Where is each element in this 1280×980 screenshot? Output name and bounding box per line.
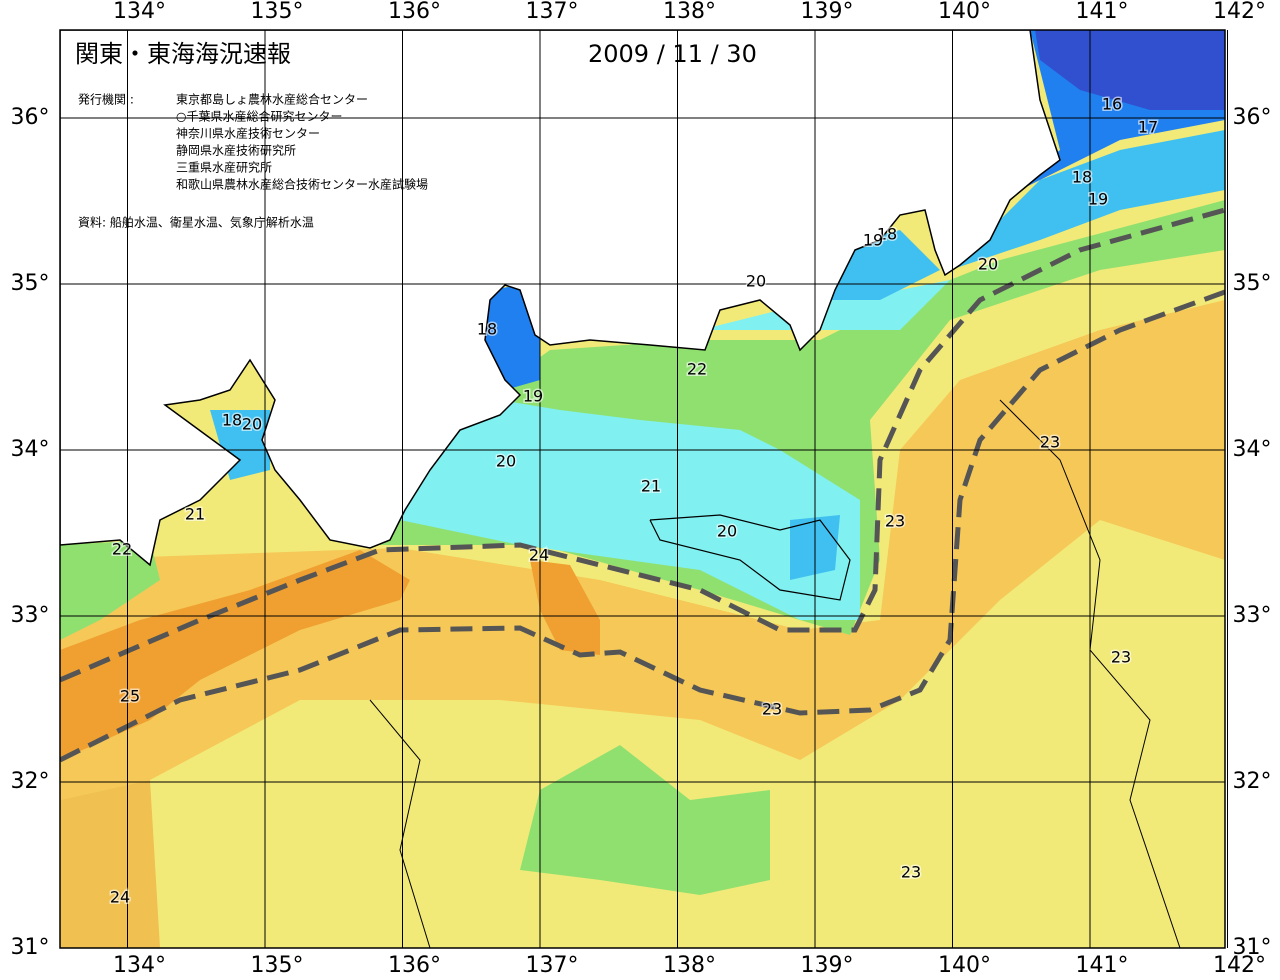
contour-label: 22	[112, 540, 132, 559]
contour-label: 18	[1072, 168, 1092, 187]
lat-label-left: 31°	[11, 935, 50, 960]
agency-list: 東京都島しょ農林水産総合センター ○千葉県水産総合研究センター神奈川県水産技術セン…	[176, 92, 428, 192]
title: 関東・東海海況速報	[75, 40, 291, 68]
contour-label: 19	[523, 387, 543, 406]
contour-label: 19	[1088, 190, 1108, 209]
lat-label-right: 32°	[1233, 769, 1272, 794]
lon-label-top: 134°	[113, 0, 166, 24]
lat-label-right: 36°	[1233, 105, 1272, 130]
contour-label: 18	[477, 320, 497, 339]
agency: 静岡県水産技術研究所	[176, 143, 296, 158]
lat-label-right: 33°	[1233, 603, 1272, 628]
lat-label-left: 33°	[11, 603, 50, 628]
lon-label-bottom: 134°	[113, 953, 166, 978]
lat-label-left: 32°	[11, 769, 50, 794]
contour-label: 20	[496, 452, 516, 471]
contour-label: 24	[529, 546, 549, 565]
lon-label-top: 135°	[251, 0, 304, 24]
agency-label: 発行機関 :	[78, 92, 134, 107]
agency: 神奈川県水産技術センター	[176, 126, 320, 141]
agency: 三重県水産研究所	[176, 160, 272, 175]
agency: 和歌山県農林水産総合技術センター水産試験場	[176, 177, 428, 192]
contour-label: 16	[1102, 95, 1122, 114]
agency: 東京都島しょ農林水産総合センター	[176, 92, 368, 107]
lat-label-right: 34°	[1233, 437, 1272, 462]
contour-label: 24	[110, 888, 130, 907]
lon-label-bottom: 136°	[388, 953, 441, 978]
contour-label: 23	[1040, 433, 1060, 452]
lon-label-top: 139°	[801, 0, 854, 24]
contour-label: 20	[717, 522, 737, 541]
lon-label-top: 137°	[526, 0, 579, 24]
lon-label-bottom: 139°	[801, 953, 854, 978]
lon-label-bottom: 140°	[938, 953, 991, 978]
contour-label: 23	[1111, 648, 1131, 667]
contour-label: 19	[863, 231, 883, 250]
contour-label: 18	[222, 411, 242, 430]
lon-label-top: 140°	[938, 0, 991, 24]
lon-label-top: 136°	[388, 0, 441, 24]
agency: ○千葉県水産総合研究センター	[176, 109, 342, 124]
contour-label: 23	[885, 512, 905, 531]
lat-label-left: 34°	[11, 437, 50, 462]
contour-label: 22	[687, 360, 707, 379]
map-frame	[59, 29, 1226, 949]
lat-label-right: 35°	[1233, 271, 1272, 296]
lon-label-bottom: 142°	[1213, 953, 1266, 978]
contour-label: 23	[762, 700, 782, 719]
lon-label-top: 142°	[1213, 0, 1266, 24]
graticule: 134° 134° 135° 135° 136° 136° 137° 137° 138° 138°…	[11, 0, 1272, 978]
lat-label-left: 36°	[11, 105, 50, 130]
lat-label-left: 35°	[11, 271, 50, 296]
contour-label: 18	[877, 225, 897, 244]
source: 資料: 船舶水温、衛星水温、気象庁解析水温	[78, 215, 314, 230]
contour-label: 20	[978, 255, 998, 274]
lon-label-bottom: 141°	[1076, 953, 1129, 978]
lon-label-bottom: 138°	[663, 953, 716, 978]
land	[60, 30, 1061, 567]
contour-label: 21	[641, 477, 661, 496]
contour-label: 23	[901, 863, 921, 882]
contour-label: 21	[185, 505, 205, 524]
contour-label: 17	[1138, 118, 1158, 137]
lon-label-bottom: 135°	[251, 953, 304, 978]
date: 2009 / 11 / 30	[588, 40, 757, 68]
temperature-field	[60, 30, 1225, 948]
contour-label: 20	[746, 272, 766, 291]
contour-label: 20	[242, 415, 262, 434]
contour-label: 25	[120, 687, 140, 706]
lon-label-top: 138°	[663, 0, 716, 24]
lon-label-top: 141°	[1076, 0, 1129, 24]
lon-label-bottom: 137°	[526, 953, 579, 978]
lat-label-right: 31°	[1233, 935, 1272, 960]
